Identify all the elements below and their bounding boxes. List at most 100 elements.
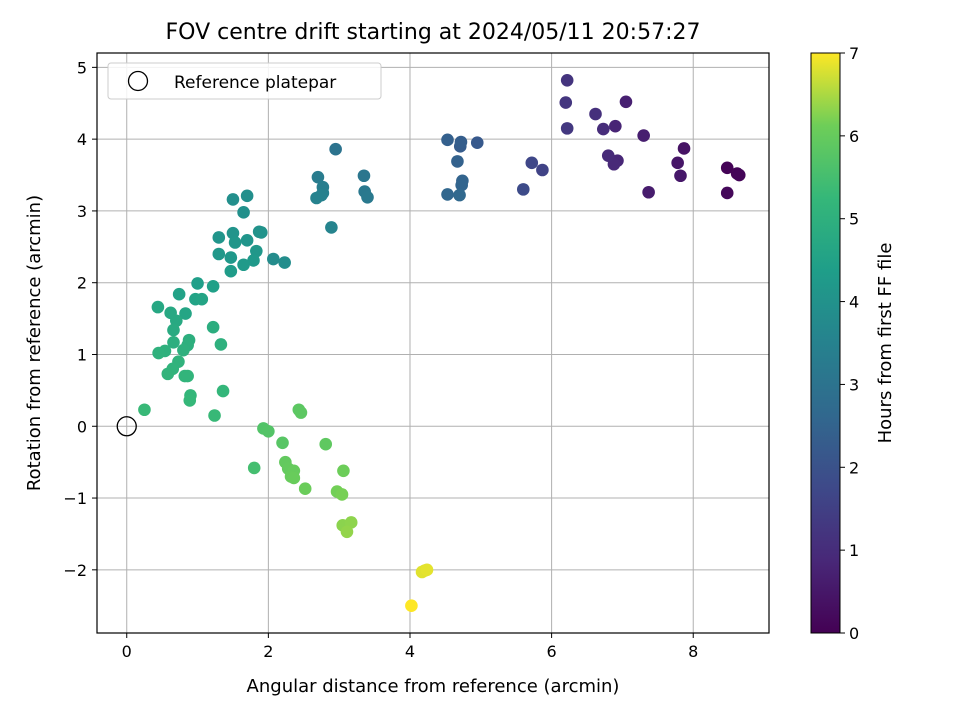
y-tick-label: 4 xyxy=(77,130,87,149)
data-point xyxy=(224,264,238,278)
data-point xyxy=(609,119,622,133)
data-point xyxy=(206,320,220,334)
data-point xyxy=(674,169,687,183)
data-point xyxy=(671,156,684,170)
data-point xyxy=(454,135,468,149)
data-point xyxy=(254,226,268,239)
colorbar-tick-label: 0 xyxy=(849,624,859,643)
data-points xyxy=(138,73,746,613)
data-point xyxy=(677,142,691,155)
data-point xyxy=(525,156,539,170)
x-tick-label: 2 xyxy=(263,642,273,661)
data-point xyxy=(325,221,338,234)
data-point xyxy=(637,129,650,142)
data-point xyxy=(642,185,655,199)
y-tick-label: 2 xyxy=(77,274,87,293)
data-point xyxy=(441,188,454,201)
data-point xyxy=(536,163,549,177)
data-point xyxy=(276,436,289,450)
data-point xyxy=(441,133,454,147)
data-point xyxy=(228,236,242,249)
x-tick-label: 8 xyxy=(688,642,698,661)
x-tick-label: 6 xyxy=(547,642,557,661)
data-point xyxy=(183,394,197,407)
data-point xyxy=(214,338,228,351)
data-point xyxy=(167,323,180,337)
data-point xyxy=(560,73,574,87)
data-point xyxy=(177,343,190,357)
x-axis-label: Angular distance from reference (arcmin) xyxy=(247,676,620,697)
y-tick-label: −2 xyxy=(63,561,87,580)
data-point xyxy=(138,403,151,417)
data-point xyxy=(451,155,464,168)
data-point xyxy=(240,189,254,203)
data-point xyxy=(516,183,530,196)
colorbar-tick-label: 7 xyxy=(849,44,859,63)
grid xyxy=(97,53,769,633)
data-point xyxy=(340,525,354,539)
data-point xyxy=(172,287,186,301)
y-tick-label: 1 xyxy=(77,345,87,364)
y-tick-label: 0 xyxy=(77,417,87,436)
data-point xyxy=(311,170,325,184)
data-point xyxy=(310,191,323,205)
colorbar-label: Hours from first FF file xyxy=(875,243,896,444)
data-point xyxy=(453,188,466,202)
data-point xyxy=(267,252,280,266)
colorbar-tick-label: 5 xyxy=(849,210,859,229)
colorbar-tick-label: 4 xyxy=(849,293,859,312)
data-point xyxy=(329,142,342,156)
data-point xyxy=(597,122,610,136)
data-point xyxy=(589,107,602,121)
data-point xyxy=(247,254,260,267)
x-tick-label: 4 xyxy=(405,642,415,661)
data-point xyxy=(195,292,209,306)
data-point xyxy=(216,384,230,398)
data-point xyxy=(337,464,350,478)
data-point xyxy=(294,406,308,419)
y-tick-label: 3 xyxy=(77,202,87,221)
data-point xyxy=(206,279,220,293)
reference-platepar-marker xyxy=(116,416,137,437)
data-point xyxy=(212,231,226,244)
data-point xyxy=(240,234,254,247)
data-point xyxy=(191,277,204,290)
data-point xyxy=(720,161,734,175)
legend: Reference platepar xyxy=(107,62,382,100)
colorbar-tick-label: 6 xyxy=(849,127,859,146)
data-point xyxy=(298,482,312,496)
data-point xyxy=(470,136,484,150)
colorbar: 0 1 2 3 4 5 6 7 Hours from first FF file xyxy=(810,44,896,643)
data-point xyxy=(319,437,333,451)
data-point xyxy=(161,367,175,381)
y-tick-label: −1 xyxy=(63,489,87,508)
data-point xyxy=(237,258,250,272)
data-point xyxy=(361,190,374,204)
data-point xyxy=(278,256,291,269)
legend-box xyxy=(107,62,382,100)
legend-label: Reference platepar xyxy=(174,73,336,93)
y-axis-label: Rotation from reference (arcmin) xyxy=(24,195,45,491)
data-point xyxy=(560,122,574,135)
x-tick-label: 0 xyxy=(122,642,132,661)
x-axis-ticks: 0 2 4 6 8 xyxy=(122,633,698,661)
data-point xyxy=(226,193,240,206)
data-point xyxy=(151,300,165,314)
colorbar-gradient xyxy=(810,52,841,634)
data-point xyxy=(247,461,261,475)
data-point xyxy=(601,149,615,162)
plot-frame xyxy=(96,52,770,634)
chart-title: FOV centre drift starting at 2024/05/11 … xyxy=(166,20,701,45)
data-point xyxy=(152,346,165,360)
data-point xyxy=(357,169,371,183)
data-point xyxy=(179,307,192,320)
data-point xyxy=(262,424,275,438)
data-point xyxy=(208,409,221,422)
data-point xyxy=(405,599,418,613)
y-axis-ticks: −2 −1 0 1 2 3 4 5 xyxy=(63,58,97,580)
data-point xyxy=(237,206,250,219)
data-point xyxy=(224,251,238,264)
colorbar-ticks: 0 1 2 3 4 5 6 7 xyxy=(840,44,859,643)
data-point xyxy=(335,488,349,501)
